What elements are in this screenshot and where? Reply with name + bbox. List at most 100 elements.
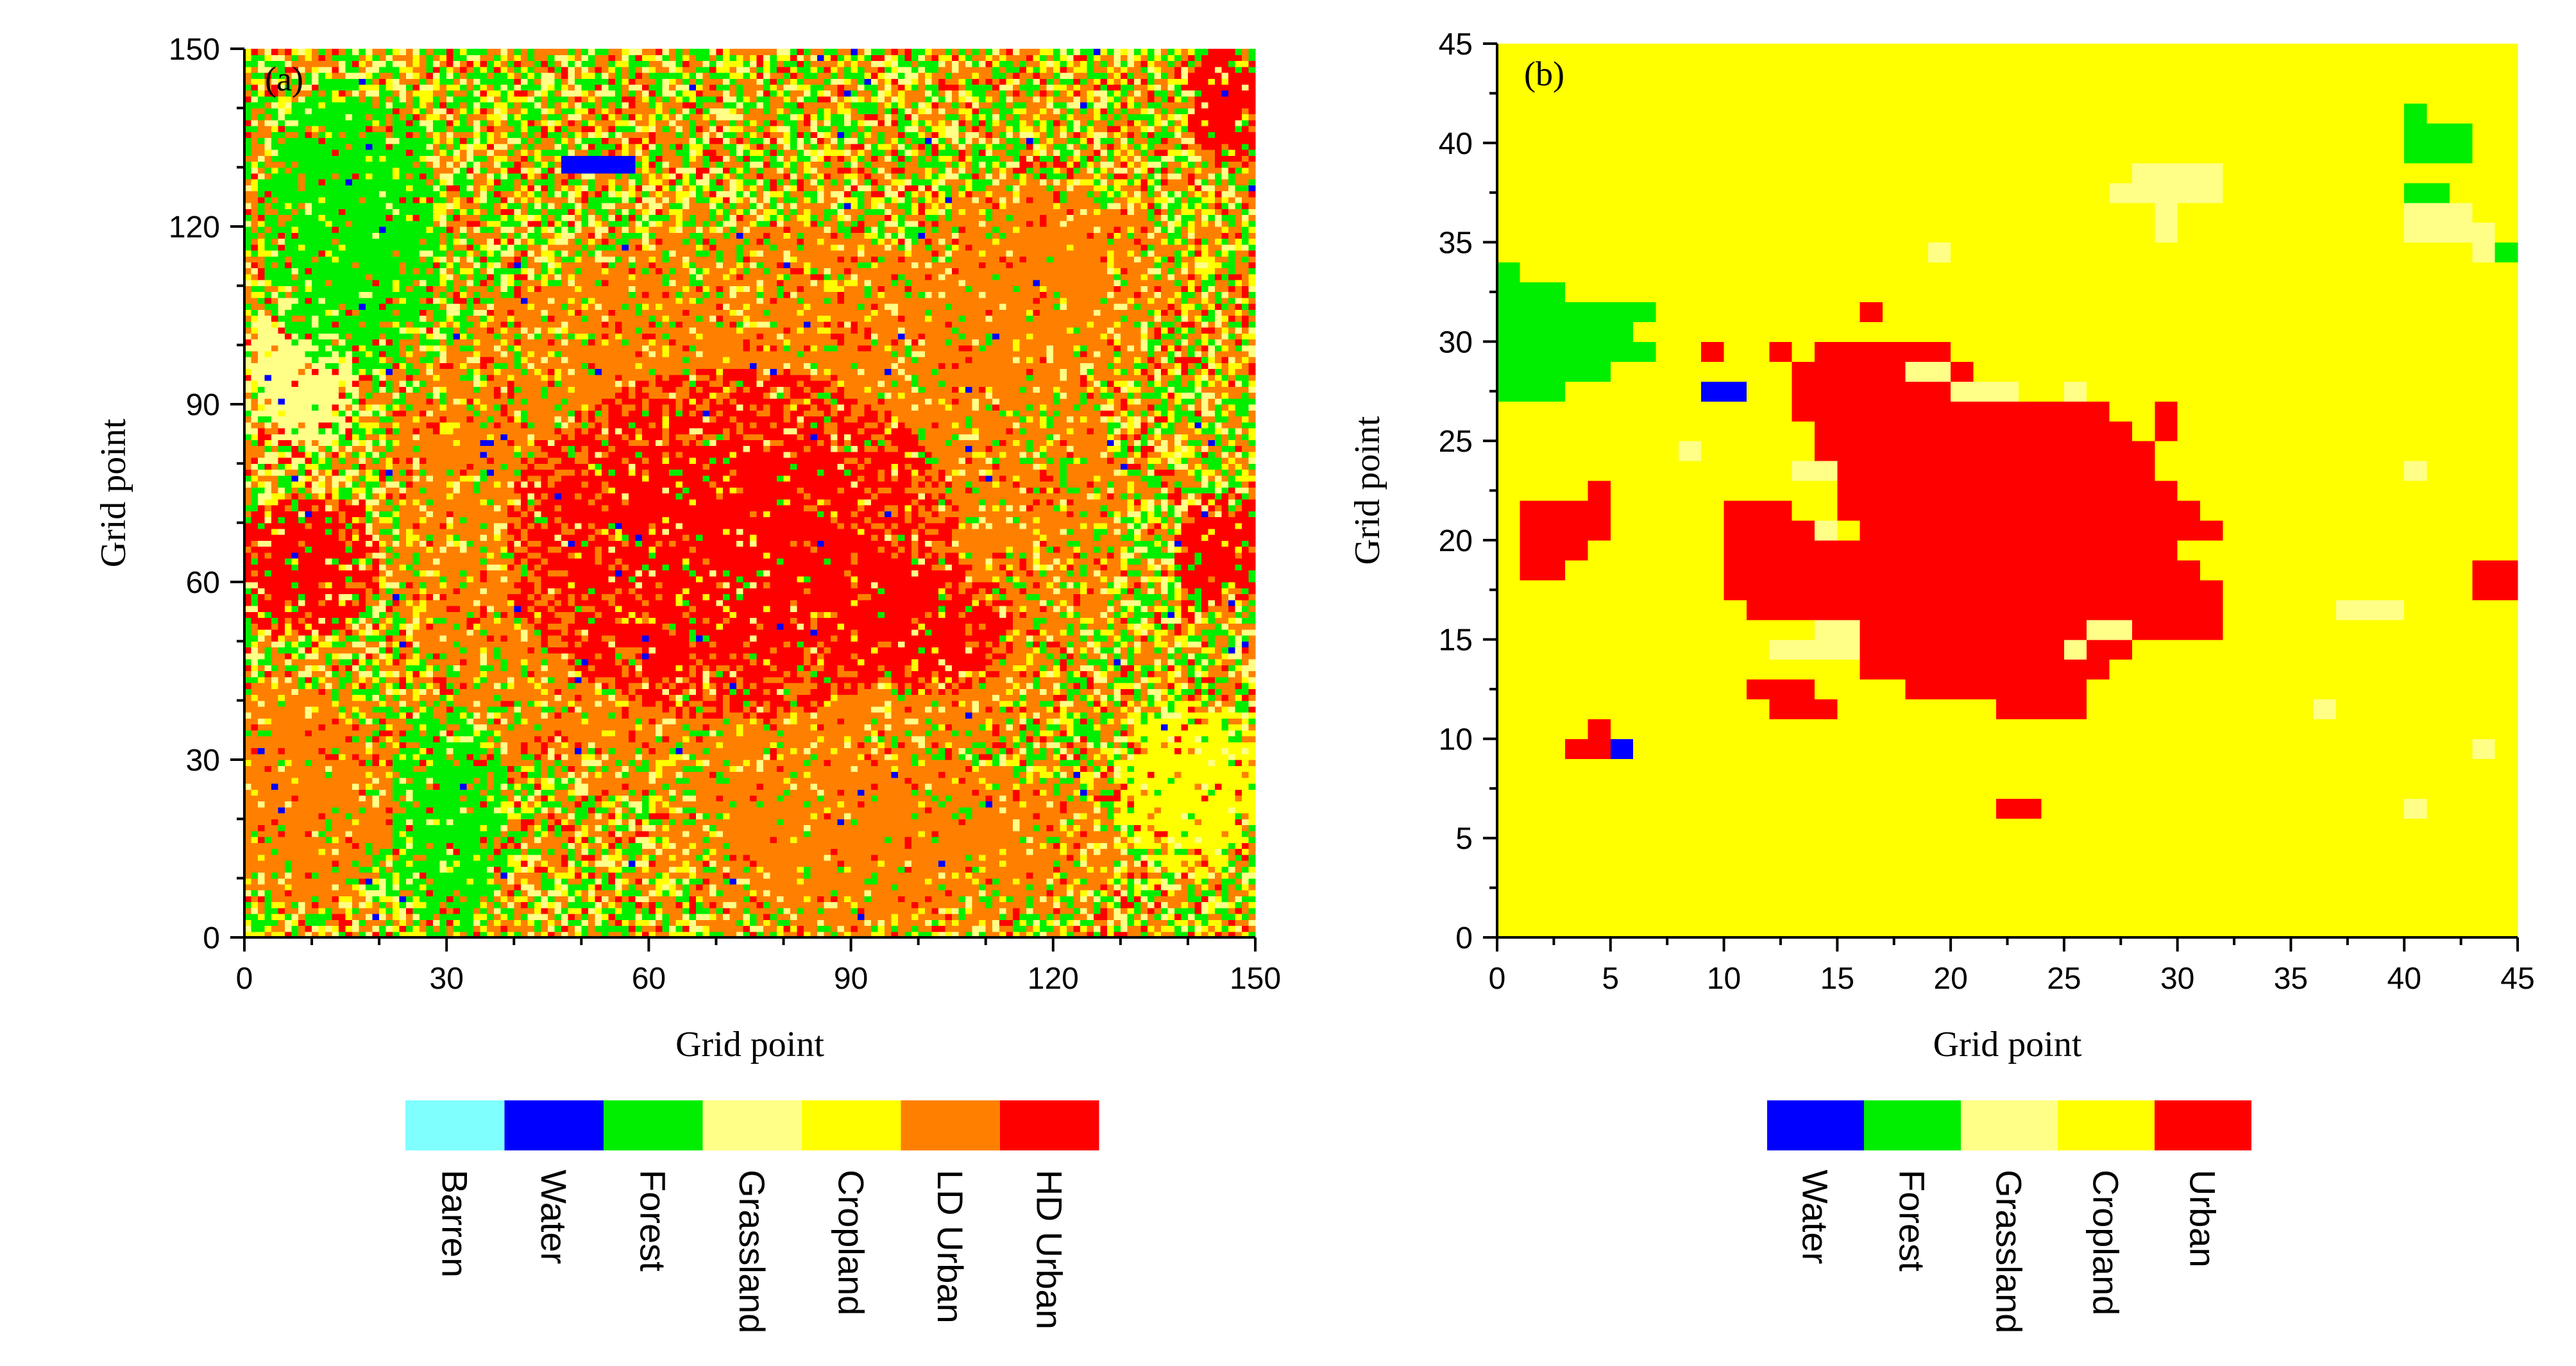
heatmap-cell <box>258 878 265 885</box>
heatmap-cell <box>1242 659 1249 665</box>
heatmap-cell <box>366 748 373 755</box>
heatmap-cell <box>548 771 555 778</box>
heatmap-cell <box>527 842 561 849</box>
heatmap-cell <box>1100 807 1107 814</box>
heatmap-cell <box>346 908 353 914</box>
heatmap-cell <box>1161 712 1182 719</box>
heatmap-cell <box>467 617 481 624</box>
heatmap-cell <box>763 890 770 896</box>
heatmap-cell <box>366 635 386 642</box>
heatmap-cell <box>1080 926 1087 932</box>
heatmap-cell <box>541 635 548 642</box>
heatmap-cell <box>1154 771 1174 778</box>
heatmap-cell <box>487 558 514 565</box>
heatmap-cell <box>292 558 299 565</box>
heatmap-cell <box>1094 866 1101 873</box>
heatmap-cell <box>1006 860 1053 867</box>
heatmap-cell <box>986 866 1054 873</box>
heatmap-cell <box>992 558 1020 565</box>
heatmap-cell <box>554 600 561 606</box>
heatmap-cell <box>1208 919 1222 926</box>
heatmap-cell <box>494 795 508 801</box>
heatmap-cell <box>1215 902 1229 909</box>
heatmap-cell <box>1094 629 1101 636</box>
heatmap-cell <box>265 825 279 832</box>
heatmap-cell <box>292 659 326 665</box>
heatmap-cell <box>1033 849 1060 855</box>
heatmap-cell <box>298 629 312 636</box>
heatmap-cell <box>581 778 649 784</box>
heatmap-cell <box>797 600 852 606</box>
heatmap-cell <box>1140 872 1148 878</box>
heatmap-cell <box>1013 688 1020 695</box>
heatmap-cell <box>979 866 986 873</box>
heatmap-cell <box>763 677 784 683</box>
heatmap-cell <box>1134 855 1141 861</box>
heatmap-cell <box>541 558 548 565</box>
heatmap-cell <box>824 908 852 914</box>
heatmap-cell <box>999 919 1013 926</box>
heatmap-cell <box>763 748 770 755</box>
heatmap-cell <box>770 706 777 713</box>
heatmap-cell <box>1154 671 1168 678</box>
heatmap-cell <box>972 647 993 654</box>
heatmap-cell <box>386 760 393 766</box>
heatmap-cell <box>561 600 568 606</box>
heatmap-cell <box>258 588 265 594</box>
heatmap-cell <box>379 926 386 932</box>
heatmap-cell <box>312 730 373 737</box>
heatmap-cell <box>1161 807 1229 814</box>
heatmap-cell <box>602 635 616 642</box>
heatmap-cell <box>1060 606 1067 612</box>
heatmap-cell <box>1046 617 1080 624</box>
heatmap-cell <box>1026 611 1060 618</box>
heatmap-cell <box>784 624 798 630</box>
heatmap-cell <box>1140 742 1161 748</box>
heatmap-cell <box>1167 837 1174 843</box>
heatmap-cell <box>1067 884 1074 891</box>
heatmap-cell <box>1121 665 1135 671</box>
heatmap-cell <box>602 688 616 695</box>
heatmap-cell <box>871 706 885 713</box>
heatmap-cell <box>979 919 986 926</box>
heatmap-cell <box>1087 564 1101 570</box>
heatmap-cell <box>1013 825 1020 832</box>
heatmap-cell <box>541 712 548 719</box>
heatmap-cell <box>1194 783 1201 790</box>
heatmap-cell <box>858 789 865 796</box>
heatmap-cell <box>1248 902 1255 909</box>
heatmap-cell <box>1221 896 1228 902</box>
heatmap-cell <box>568 884 588 891</box>
heatmap-cell <box>824 558 831 565</box>
heatmap-cell <box>777 837 791 843</box>
heatmap-cell <box>999 908 1006 914</box>
heatmap-cell <box>979 624 986 630</box>
heatmap-cell <box>797 748 804 755</box>
heatmap-cell <box>440 694 447 701</box>
heatmap-cell <box>1033 771 1040 778</box>
heatmap-cell <box>1006 748 1013 755</box>
heatmap-cell <box>251 712 306 719</box>
heatmap-cell <box>817 783 872 790</box>
heatmap-cell <box>1208 866 1215 873</box>
heatmap-cell <box>440 701 447 707</box>
heatmap-cell <box>1248 926 1255 932</box>
heatmap-cell <box>1019 754 1026 760</box>
heatmap-cell <box>999 611 1006 618</box>
heatmap-cell <box>595 606 615 612</box>
heatmap-cell <box>1201 647 1216 654</box>
heatmap-cell <box>393 778 400 784</box>
heatmap-cell <box>554 831 561 837</box>
heatmap-cell <box>1242 736 1256 742</box>
heatmap-cell <box>1208 736 1228 742</box>
heatmap-cell <box>1006 588 1020 594</box>
heatmap-cell <box>959 914 966 920</box>
heatmap-cell <box>500 730 555 737</box>
heatmap-cell <box>379 866 386 873</box>
heatmap-cell <box>1154 789 1161 796</box>
heatmap-cell <box>1121 718 1128 724</box>
heatmap-cell <box>325 919 339 926</box>
heatmap-cell <box>629 706 663 713</box>
heatmap-cell <box>1215 849 1222 855</box>
heatmap-cell <box>635 878 642 885</box>
